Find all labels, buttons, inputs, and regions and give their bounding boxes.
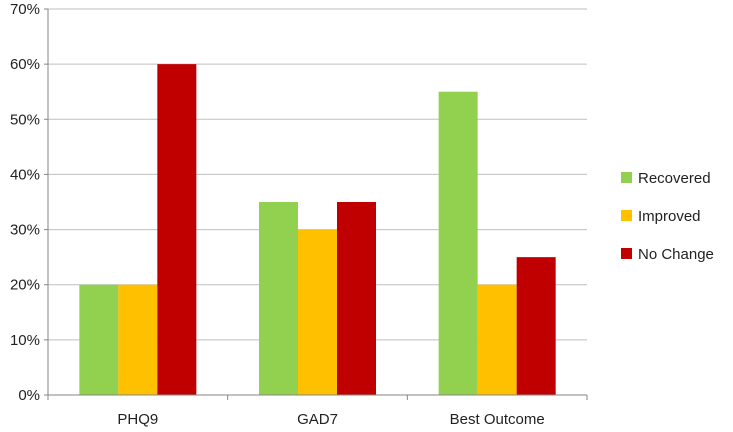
bar-no-change-phq9 bbox=[157, 64, 197, 396]
bar-recovered-gad7 bbox=[259, 202, 298, 395]
bar-recovered-phq9 bbox=[79, 284, 119, 395]
bars bbox=[79, 64, 556, 396]
y-tick-label: 30% bbox=[10, 222, 40, 239]
bar-improved-phq9 bbox=[118, 284, 158, 395]
y-tick-label: 60% bbox=[10, 56, 40, 73]
bar-no-change-gad7 bbox=[337, 202, 376, 395]
bar-recovered-best-outcome bbox=[438, 91, 478, 395]
y-axis-ticks: 0% 10% 20% 30% 40% 50% 60% 70% bbox=[10, 1, 40, 404]
legend-label-improved: Improved bbox=[638, 208, 701, 225]
y-tick-label: 40% bbox=[10, 166, 40, 183]
bar-improved-gad7 bbox=[298, 229, 337, 395]
legend-swatch-recovered bbox=[621, 172, 632, 183]
x-tick-label: GAD7 bbox=[297, 411, 338, 428]
y-tick-label: 70% bbox=[10, 1, 40, 18]
legend-label-no-change: No Change bbox=[638, 246, 714, 263]
legend-swatch-no-change bbox=[621, 248, 632, 259]
x-axis-ticks: PHQ9 GAD7 Best Outcome bbox=[117, 411, 544, 428]
y-tick-label: 10% bbox=[10, 332, 40, 349]
legend: Recovered Improved No Change bbox=[621, 170, 714, 263]
y-tick-label: 0% bbox=[18, 387, 40, 404]
bar-no-change-best-outcome bbox=[516, 257, 556, 395]
legend-swatch-improved bbox=[621, 210, 632, 221]
x-tick-label: PHQ9 bbox=[117, 411, 158, 428]
axes bbox=[44, 8, 588, 400]
legend-label-recovered: Recovered bbox=[638, 170, 711, 187]
bar-improved-best-outcome bbox=[477, 284, 517, 395]
y-tick-label: 20% bbox=[10, 277, 40, 294]
x-tick-label: Best Outcome bbox=[450, 411, 545, 428]
y-tick-label: 50% bbox=[10, 111, 40, 128]
